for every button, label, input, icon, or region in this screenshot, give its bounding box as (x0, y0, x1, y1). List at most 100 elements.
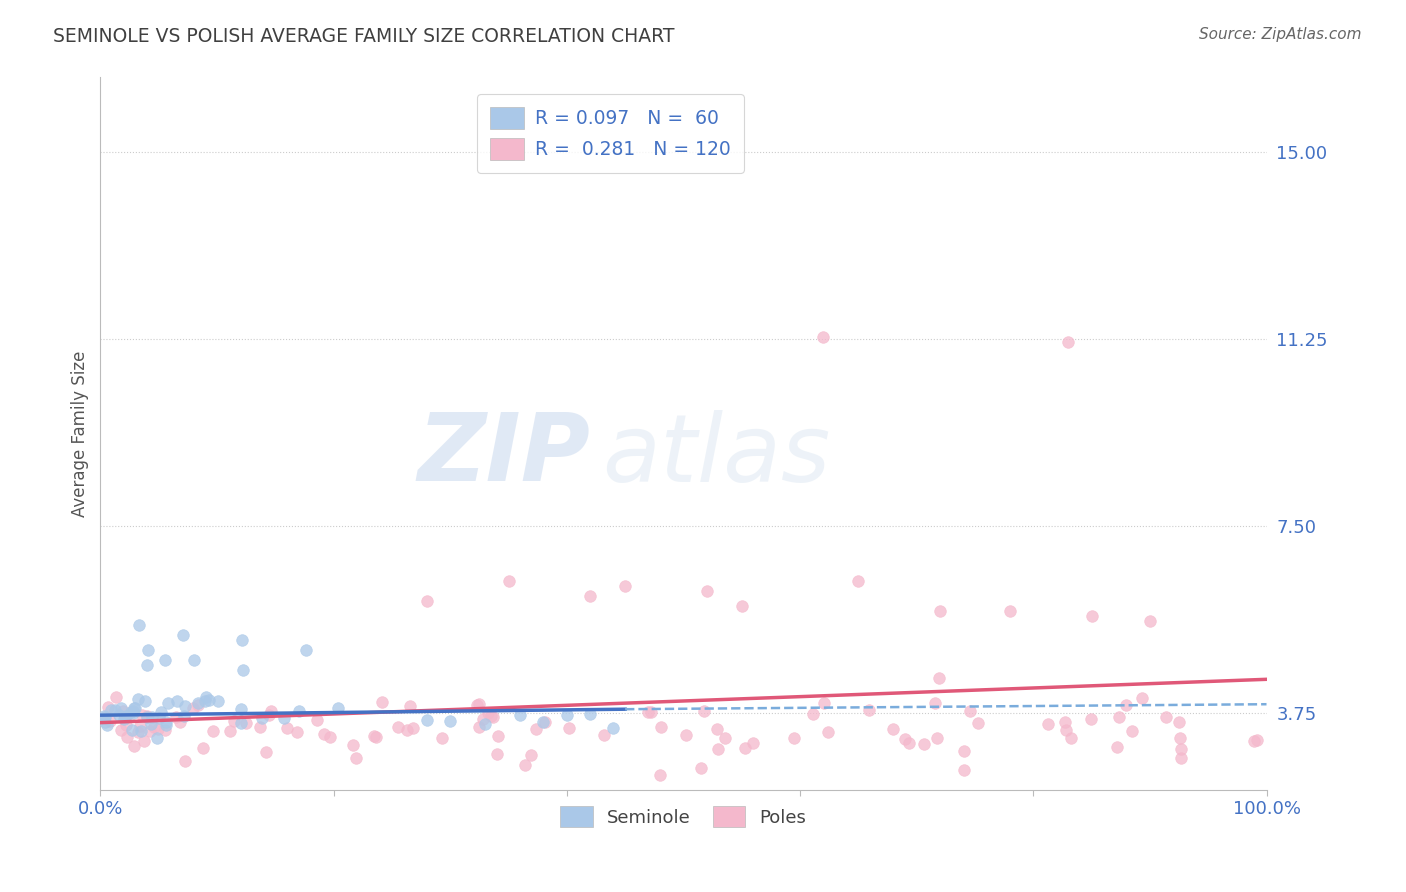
Point (183, 700, 205, 714)
Point (707, 741, 730, 756)
Text: Source: ZipAtlas.com: Source: ZipAtlas.com (1198, 27, 1361, 42)
Point (98, 714, 121, 728)
Point (1139, 614, 1161, 628)
Point (471, 712, 494, 726)
Point (187, 698, 209, 713)
Point (93, 709, 115, 723)
Point (696, 583, 718, 598)
Point (650, 721, 672, 735)
Point (150, 705, 173, 719)
Point (882, 722, 904, 736)
Point (155, 715, 177, 730)
Point (115, 717, 138, 731)
Point (1170, 751, 1192, 765)
Point (555, 707, 578, 722)
Text: atlas: atlas (602, 409, 830, 500)
Point (145, 731, 167, 745)
Point (207, 694, 229, 708)
Point (486, 730, 509, 744)
Point (165, 710, 187, 724)
Point (1054, 715, 1077, 730)
Point (520, 748, 543, 763)
Point (533, 715, 555, 730)
Point (467, 720, 489, 734)
Point (110, 723, 132, 737)
Point (897, 736, 920, 750)
Point (858, 703, 880, 717)
Point (114, 710, 136, 724)
Point (96, 718, 118, 732)
Point (153, 653, 176, 667)
Point (1246, 733, 1268, 747)
Point (121, 723, 143, 738)
Point (1168, 731, 1191, 746)
Point (344, 751, 367, 765)
Point (1115, 698, 1137, 713)
Point (714, 731, 737, 746)
Point (153, 723, 176, 737)
Point (482, 709, 505, 723)
Point (128, 618, 150, 632)
Point (402, 721, 425, 735)
Point (742, 736, 765, 750)
Point (127, 692, 149, 706)
Point (524, 722, 547, 736)
Point (731, 599, 754, 613)
Point (846, 574, 869, 588)
Point (229, 702, 252, 716)
Point (254, 745, 277, 759)
Point (959, 704, 981, 718)
Point (97, 700, 120, 714)
Point (998, 603, 1021, 617)
Point (132, 733, 155, 747)
Point (1170, 742, 1192, 756)
Point (288, 704, 311, 718)
Point (366, 730, 388, 744)
Point (468, 697, 491, 711)
Point (1167, 714, 1189, 729)
Point (112, 704, 135, 718)
Point (232, 664, 254, 678)
Point (136, 709, 159, 723)
Point (276, 721, 298, 735)
Point (515, 757, 537, 772)
Point (399, 698, 422, 713)
Point (122, 700, 145, 714)
Point (474, 717, 496, 731)
Text: SEMINOLE VS POLISH AVERAGE FAMILY SIZE CORRELATION CHART: SEMINOLE VS POLISH AVERAGE FAMILY SIZE C… (53, 27, 675, 45)
Y-axis label: Average Family Size: Average Family Size (72, 351, 89, 516)
Point (141, 716, 163, 731)
Point (122, 739, 145, 753)
Point (1060, 731, 1083, 745)
Point (131, 708, 153, 723)
Point (115, 709, 138, 723)
Point (1154, 710, 1177, 724)
Point (485, 747, 508, 761)
Point (734, 740, 756, 755)
Point (219, 723, 242, 738)
Point (637, 705, 659, 719)
Point (141, 709, 163, 723)
Point (416, 593, 439, 607)
Point (1121, 723, 1143, 738)
Point (952, 763, 974, 777)
Point (231, 633, 253, 648)
Point (100, 703, 122, 717)
Point (249, 720, 271, 734)
Point (314, 727, 336, 741)
Point (134, 694, 156, 708)
Point (136, 710, 159, 724)
Point (172, 628, 194, 642)
Point (813, 697, 835, 711)
Point (108, 708, 131, 723)
Point (1054, 723, 1077, 738)
Point (692, 705, 714, 719)
Point (129, 719, 152, 733)
Point (925, 731, 948, 745)
Point (173, 699, 195, 714)
Point (285, 724, 308, 739)
Point (142, 720, 165, 734)
Point (235, 715, 257, 730)
Point (136, 658, 159, 673)
Point (146, 722, 169, 736)
